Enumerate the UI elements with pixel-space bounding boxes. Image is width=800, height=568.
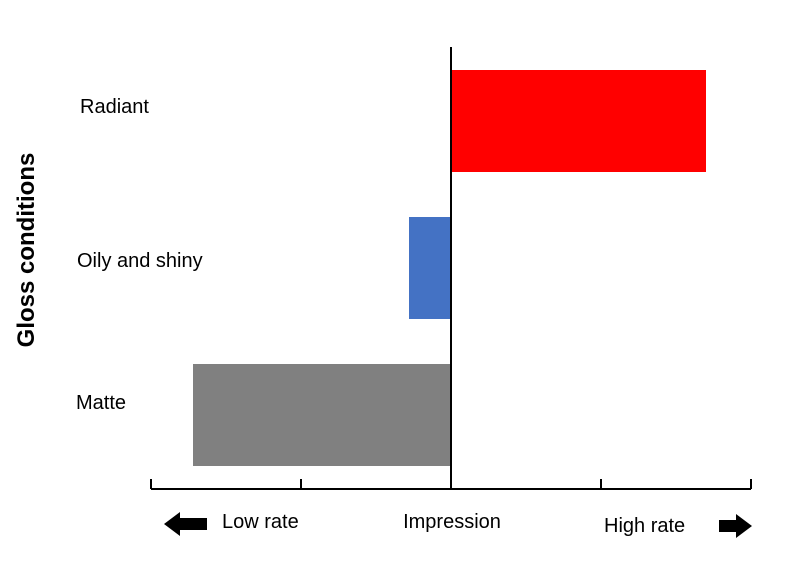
bar-radiant bbox=[451, 70, 706, 172]
x-right-label: High rate bbox=[604, 515, 685, 537]
category-label-matte: Matte bbox=[76, 392, 126, 414]
arrow-right-icon bbox=[719, 514, 752, 538]
bar-oily-and-shiny bbox=[409, 217, 451, 319]
x-left-label: Low rate bbox=[222, 511, 299, 533]
y-axis-label: Gloss conditions bbox=[13, 153, 40, 348]
bars-group bbox=[193, 70, 706, 466]
category-label-oily-and-shiny: Oily and shiny bbox=[77, 250, 203, 272]
arrow-left-icon bbox=[164, 512, 207, 536]
x-axis-label: Impression bbox=[403, 511, 501, 533]
bar-matte bbox=[193, 364, 451, 466]
category-labels: Radiant Oily and shiny Matte bbox=[76, 96, 203, 414]
category-label-radiant: Radiant bbox=[80, 96, 149, 118]
x-ticks bbox=[150, 479, 752, 489]
